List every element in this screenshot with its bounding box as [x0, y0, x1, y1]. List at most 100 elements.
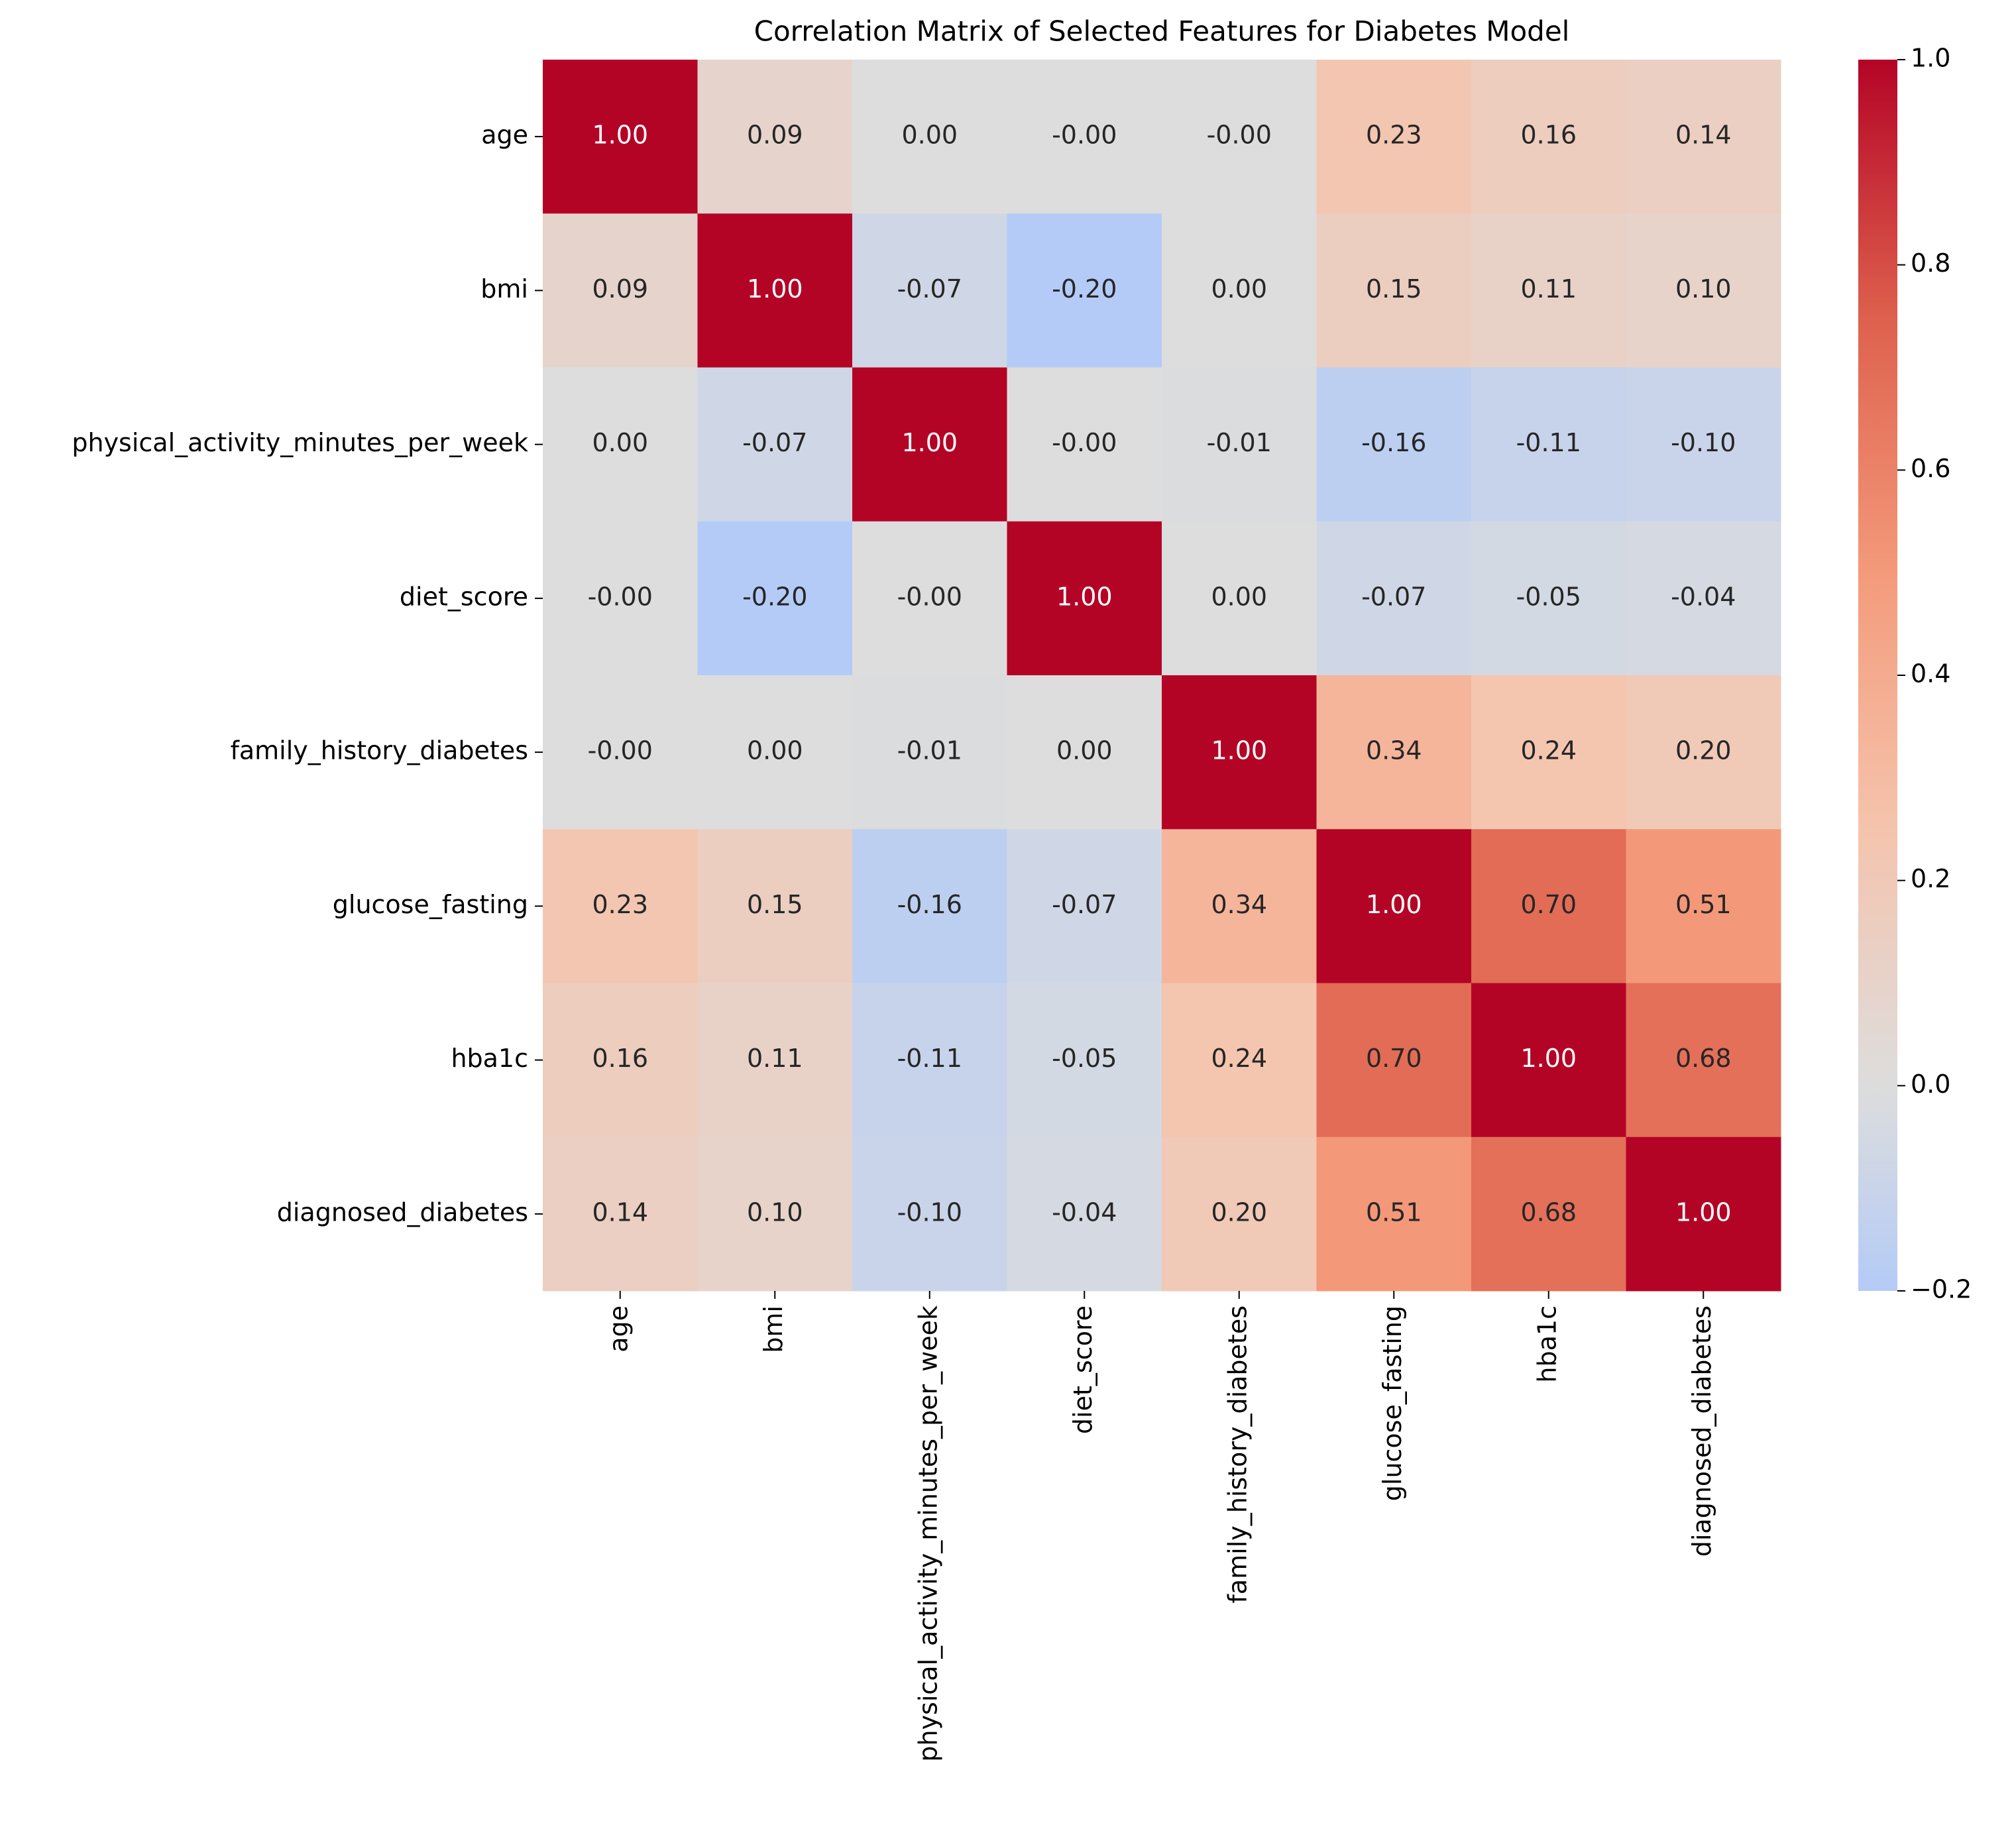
cell-label: 0.00 [747, 736, 803, 765]
cell-label: -0.01 [897, 736, 962, 765]
cell-label: 0.68 [1675, 1044, 1732, 1073]
cell-label: 0.15 [747, 890, 803, 919]
cell-label: -0.00 [588, 736, 653, 765]
heatmap-cell [1162, 675, 1317, 830]
heatmap-cell [1471, 675, 1626, 830]
cell-label: 1.00 [1366, 890, 1422, 919]
heatmap-cell [1626, 521, 1781, 676]
heatmap-cell [1316, 829, 1472, 983]
heatmap-cell [1162, 60, 1317, 214]
heatmap-cell [697, 675, 853, 830]
cell-label: -0.00 [1052, 121, 1117, 150]
cell-label: -0.00 [588, 582, 653, 611]
cell-label: -0.11 [1516, 428, 1581, 457]
heatmap-cell [1316, 675, 1472, 830]
x-tick-label: glucose_fasting [1378, 1305, 1407, 1501]
heatmap-cell [1162, 213, 1317, 368]
cell-label: 0.68 [1520, 1197, 1577, 1227]
heatmap-cell [1316, 521, 1472, 676]
cell-label: 0.23 [592, 890, 648, 919]
cell-label: 0.09 [747, 121, 803, 150]
cell-label: -0.07 [1052, 890, 1117, 919]
heatmap-cell [1316, 1136, 1472, 1292]
colorbar-tick-label: 0.0 [1911, 1070, 1950, 1099]
x-tick-label: hba1c [1532, 1305, 1561, 1383]
cell-label: 0.00 [1211, 582, 1267, 611]
y-tick-label: bmi [480, 274, 528, 304]
colorbar-tick-label: 0.4 [1911, 659, 1950, 689]
heatmap-cell [543, 60, 698, 214]
heatmap-cell [852, 1136, 1007, 1292]
heatmap-cell [1162, 1136, 1317, 1292]
heatmap-cell [697, 983, 853, 1138]
cell-label: -0.07 [1361, 582, 1426, 611]
heatmap-cell [697, 829, 853, 983]
cell-label: 0.09 [592, 274, 648, 304]
heatmap-cell [1626, 367, 1781, 522]
cell-label: 0.70 [1366, 1044, 1422, 1073]
x-tick-label: diet_score [1068, 1305, 1097, 1434]
cell-label: 0.00 [1056, 736, 1113, 765]
cell-label: -0.04 [1671, 582, 1736, 611]
cell-label: 1.00 [1520, 1044, 1577, 1073]
heatmap-cell [1626, 1136, 1781, 1292]
cell-label: 0.11 [747, 1044, 803, 1073]
y-tick-label: hba1c [451, 1044, 528, 1073]
heatmap-cell [543, 521, 698, 676]
heatmap-cell [543, 829, 698, 983]
heatmap-cell [1316, 367, 1472, 522]
cell-label: 0.16 [1520, 121, 1577, 150]
cell-label: -0.07 [897, 274, 962, 304]
cell-label: -0.10 [897, 1197, 962, 1227]
heatmap-cell [1007, 367, 1162, 522]
heatmap-cell [852, 675, 1007, 830]
y-tick-label: diet_score [400, 582, 528, 611]
colorbar [1858, 60, 1897, 1291]
x-tick-label: bmi [759, 1305, 788, 1353]
cell-label: 0.24 [1211, 1044, 1267, 1073]
heatmap-cell [852, 213, 1007, 368]
cell-label: 0.00 [1211, 274, 1267, 304]
cell-label: 0.34 [1366, 736, 1422, 765]
y-tick-label: age [481, 121, 528, 150]
cell-label: -0.00 [1052, 428, 1117, 457]
cell-label: 0.20 [1211, 1197, 1267, 1227]
colorbar-tick-label: 0.8 [1911, 249, 1950, 278]
heatmap-cell [1471, 521, 1626, 676]
colorbar-tick-label: 0.2 [1911, 864, 1950, 893]
heatmap-cell [852, 983, 1007, 1138]
heatmap-cell [852, 521, 1007, 676]
y-tick-label: family_history_diabetes [230, 736, 528, 765]
heatmap-cell [543, 367, 698, 522]
cell-label: 0.10 [1675, 274, 1732, 304]
y-tick-label: physical_activity_minutes_per_week [72, 428, 528, 457]
cell-label: 0.14 [1675, 121, 1732, 150]
heatmap-cell [1471, 829, 1626, 983]
y-tick-label: diagnosed_diabetes [277, 1197, 528, 1227]
cell-label: -0.10 [1671, 428, 1736, 457]
cell-label: 1.00 [1056, 582, 1113, 611]
cell-label: 0.51 [1366, 1197, 1422, 1227]
cell-label: 1.00 [1675, 1197, 1732, 1227]
heatmap-cell [1316, 213, 1472, 368]
heatmap-cell [1471, 1136, 1626, 1292]
heatmap-cell [1007, 521, 1162, 676]
colorbar-tick-label: 1.0 [1911, 44, 1950, 73]
cell-label: -0.16 [897, 890, 962, 919]
heatmap-cell [543, 675, 698, 830]
colorbar-tick-label: −0.2 [1911, 1275, 1972, 1304]
heatmap-cell [1007, 675, 1162, 830]
chart-title: Correlation Matrix of Selected Features … [754, 15, 1570, 48]
cell-label: 0.00 [592, 428, 648, 457]
cell-label: -0.00 [1207, 121, 1272, 150]
heatmap-cell [1626, 829, 1781, 983]
heatmap-cell [1626, 675, 1781, 830]
heatmap-cell [1162, 983, 1317, 1138]
cell-label: -0.16 [1361, 428, 1426, 457]
heatmap-cell [697, 1136, 853, 1292]
cell-label: 0.10 [747, 1197, 803, 1227]
cell-label: -0.20 [1052, 274, 1117, 304]
x-tick-label: family_history_diabetes [1223, 1305, 1252, 1604]
heatmap-cell [543, 1136, 698, 1292]
heatmap-cell [697, 367, 853, 522]
